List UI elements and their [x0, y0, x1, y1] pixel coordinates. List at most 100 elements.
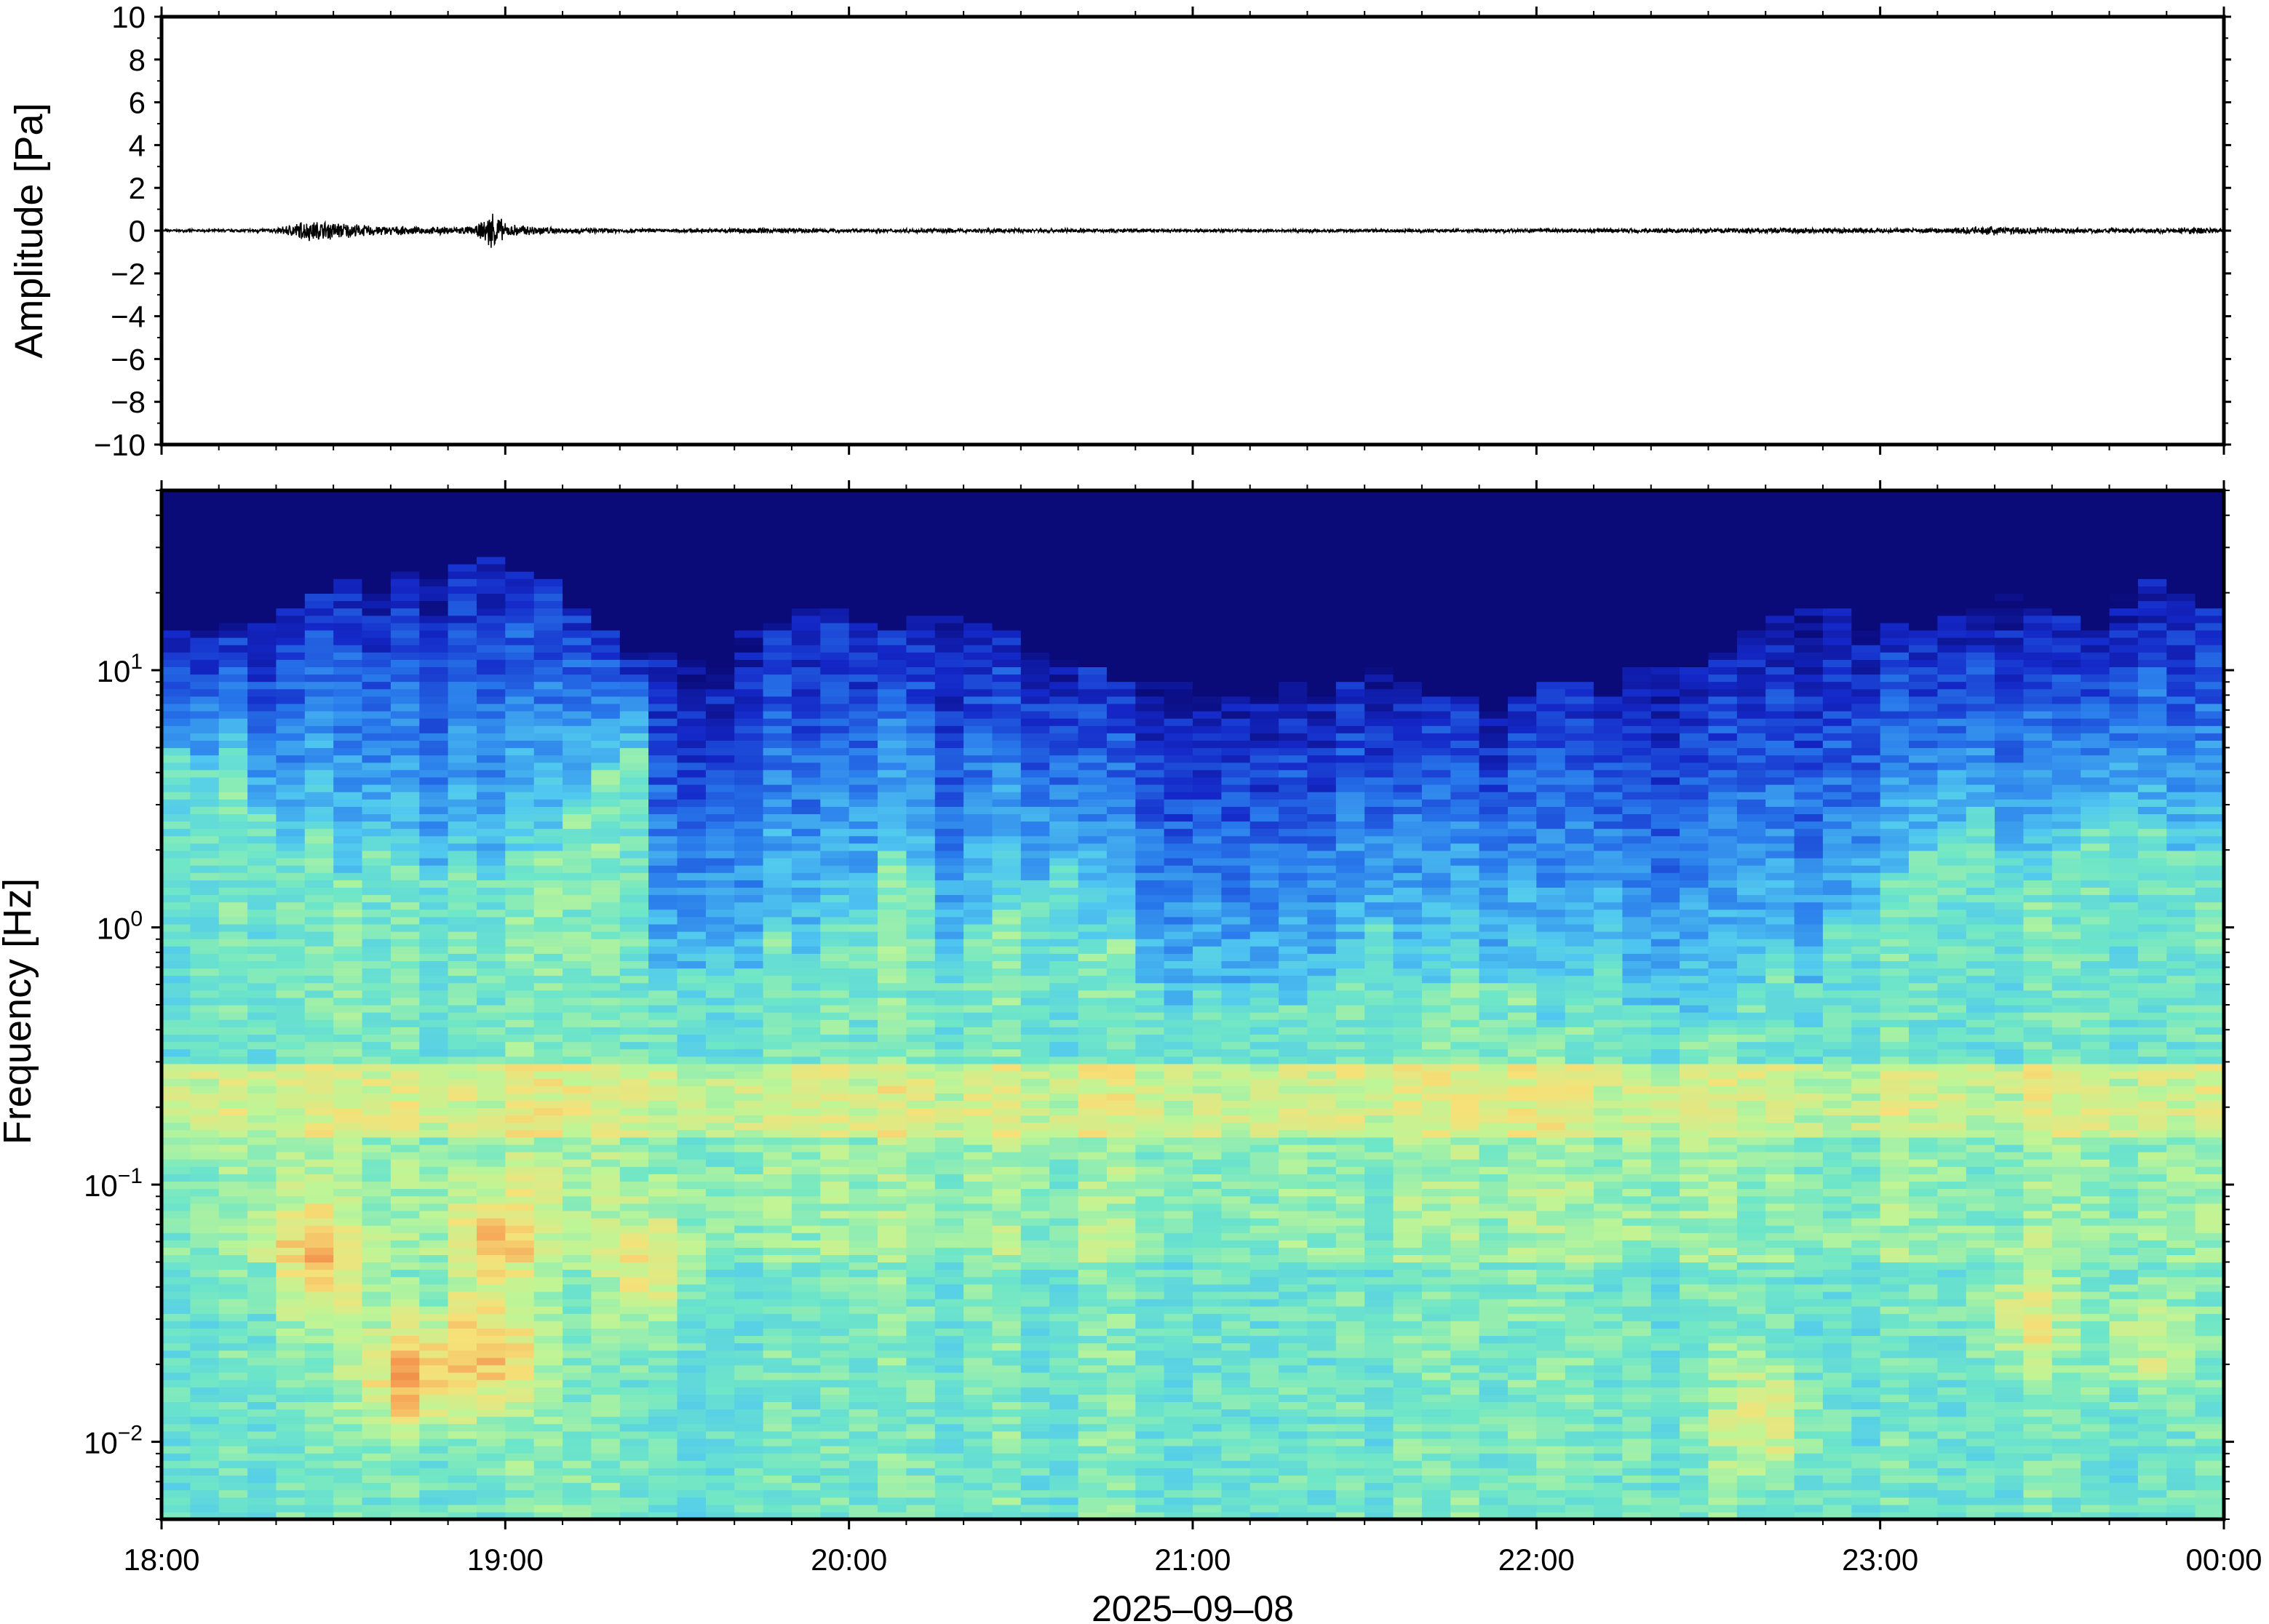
spectrogram-cell	[648, 1225, 678, 1233]
spectrogram-cell	[218, 990, 248, 998]
spectrogram-cell	[247, 784, 277, 792]
spectrogram-cell	[734, 1107, 764, 1116]
spectrogram-cell	[333, 1335, 363, 1344]
spectrogram-cell	[533, 1233, 563, 1241]
spectrogram-cell	[190, 1497, 220, 1505]
spectrogram-cell	[1078, 1489, 1108, 1498]
spectrogram-cell	[505, 1276, 535, 1285]
spectrogram-cell	[362, 1203, 392, 1211]
spectrogram-cell	[820, 946, 850, 954]
spectrogram-cell	[218, 615, 248, 624]
spectrogram-cell	[1106, 1240, 1136, 1248]
spectrogram-cell	[505, 1078, 535, 1086]
spectrogram-cell	[906, 828, 936, 837]
spectrogram-cell	[362, 828, 392, 837]
spectrogram-cell	[218, 1328, 248, 1337]
spectrogram-cell	[849, 894, 878, 903]
spectrogram-cell	[763, 1468, 792, 1476]
spectrogram-cell	[390, 1070, 420, 1079]
spectrogram-cell	[934, 1166, 964, 1174]
spectrogram-cell	[563, 711, 592, 719]
spectrogram-cell	[705, 1048, 735, 1057]
spectrogram-cell	[878, 1115, 907, 1123]
spectrogram-cell	[648, 1446, 678, 1454]
spectrogram-cell	[934, 850, 964, 859]
spectrogram-cell	[505, 541, 535, 550]
spectrogram-cell	[563, 1203, 592, 1211]
spectrogram-cell	[505, 1475, 535, 1484]
spectrogram-cell	[390, 1012, 420, 1020]
spectrogram-cell	[563, 865, 592, 873]
spectrogram-cell	[648, 909, 678, 918]
spectrogram-cell	[734, 740, 764, 749]
spectrogram-cell	[1020, 1401, 1050, 1410]
spectrogram-cell	[619, 872, 649, 880]
spectrogram-cell	[619, 946, 649, 954]
spectrogram-cell	[533, 740, 563, 749]
spectrogram-cell	[963, 901, 993, 910]
spectrogram-cell	[963, 1225, 993, 1233]
spectrogram-cell	[362, 1019, 392, 1027]
spectrogram-cell	[763, 776, 792, 785]
spectrogram-cell	[677, 1152, 707, 1160]
spectrogram-cell	[333, 505, 363, 513]
spectrogram-cell	[878, 997, 907, 1006]
spectrogram-cell	[333, 1357, 363, 1366]
spectrogram-cell	[648, 1489, 678, 1498]
spectrogram-cell	[591, 997, 621, 1006]
spectrogram-cell	[677, 645, 707, 653]
spectrogram-cell	[448, 1299, 477, 1307]
spectrogram-cell	[619, 843, 649, 851]
spectrogram-cell	[878, 1489, 907, 1498]
spectrogram-cell	[477, 1210, 506, 1219]
spectrogram-cell	[333, 769, 363, 778]
spectrogram-cell	[190, 740, 220, 749]
spectrogram-cell	[390, 1460, 420, 1468]
spectrogram-cell	[218, 1034, 248, 1043]
spectrogram-cell	[162, 1350, 191, 1358]
spectrogram-cell	[849, 1254, 878, 1263]
spectrogram-cell	[934, 1387, 964, 1395]
spectrogram-cell	[218, 1070, 248, 1079]
spectrogram-cell	[677, 1283, 707, 1292]
spectrogram-cell	[563, 1276, 592, 1285]
spectrogram-cell	[906, 1482, 936, 1491]
spectrogram-cell	[218, 1005, 248, 1013]
spectrogram-cell	[533, 1364, 563, 1373]
spectrogram-cell	[419, 688, 449, 697]
spectrogram-cell	[563, 1438, 592, 1446]
spectrogram-cell	[992, 762, 1022, 771]
spectrogram-cell	[1106, 1364, 1136, 1373]
spectrogram-cell	[849, 1005, 878, 1013]
spectrogram-cell	[648, 784, 678, 792]
spectrogram-cell	[878, 953, 907, 961]
spectrogram-cell	[1135, 1107, 1165, 1116]
spectrogram-cell	[362, 747, 392, 756]
spectrogram-cell	[878, 755, 907, 763]
spectrogram-cell	[1106, 1489, 1136, 1498]
spectrogram-cell	[505, 799, 535, 807]
spectrogram-cell	[390, 1438, 420, 1446]
spectrogram-cell	[162, 1357, 191, 1366]
spectrogram-cell	[992, 659, 1022, 667]
spectrogram-cell	[791, 813, 821, 822]
spectrogram-cell	[448, 1144, 477, 1153]
spectrogram-cell	[734, 688, 764, 697]
spectrogram-cell	[563, 1005, 592, 1013]
spectrogram-cell	[247, 813, 277, 822]
spectrogram-cell	[763, 1005, 792, 1013]
spectrogram-cell	[677, 1100, 707, 1108]
spectrogram-cell	[734, 1468, 764, 1476]
spectrogram-cell	[763, 923, 792, 932]
spectrogram-cell	[419, 490, 449, 498]
spectrogram-cell	[619, 1335, 649, 1344]
spectrogram-cell	[1135, 1063, 1165, 1072]
spectrogram-cell	[648, 505, 678, 513]
spectrogram-cell	[763, 1299, 792, 1307]
spectrogram-cell	[591, 1409, 621, 1417]
spectrogram-cell	[763, 674, 792, 682]
spectrogram-cell	[734, 645, 764, 653]
spectrogram-cell	[677, 498, 707, 506]
spectrogram-cell	[677, 1335, 707, 1344]
spectrogram-cell	[1078, 792, 1108, 800]
